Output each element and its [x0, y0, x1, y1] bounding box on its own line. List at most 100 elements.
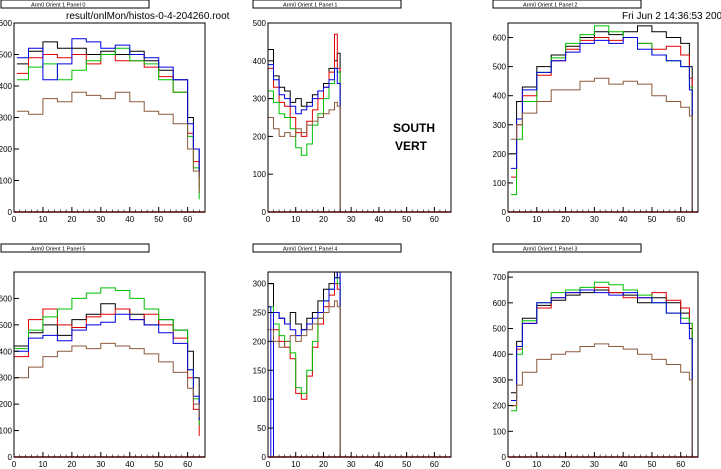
plot-frame: [507, 271, 699, 458]
y-tick-label: 250: [253, 308, 267, 317]
series-line-black: [16, 41, 200, 175]
x-tick-label: 30: [590, 460, 599, 469]
panel-title: Arm0 Orient 1 Panel 0: [31, 3, 85, 9]
y-tick-label: 100: [253, 170, 267, 179]
x-tick-label: 0: [12, 460, 17, 469]
x-tick-label: 20: [319, 215, 328, 224]
series-line-blue: [510, 289, 693, 457]
y-tick-label: 100: [493, 179, 507, 188]
x-tick-label: 50: [647, 460, 656, 469]
histogram-panel-5: Arm0 Orient 1 Panel 30 10 20 30 40 50 60010020…: [492, 243, 699, 469]
x-tick-label: 0: [506, 460, 511, 469]
histogram-panel-3: Arm0 Orient 1 Panel 50 10 20 30 40 50 60010020…: [0, 243, 206, 469]
x-tick-label: 20: [561, 215, 570, 224]
x-tick-label: 40: [125, 460, 134, 469]
x-tick-label: 30: [590, 215, 599, 224]
annotation-vert: VERT: [395, 139, 428, 153]
y-tick-label: 400: [493, 350, 507, 359]
series-line-black: [14, 303, 200, 405]
x-tick-label: 60: [183, 215, 192, 224]
datetime-label: Fri Jun 2 14:36:53 2006: [622, 11, 721, 22]
x-tick-label: 50: [647, 215, 656, 224]
y-tick-label: 500: [493, 325, 507, 334]
x-tick-label: 50: [402, 215, 411, 224]
file-path-label: result/onlMon/histos-0-4-204260.root: [66, 11, 230, 22]
x-tick-label: 10: [38, 460, 47, 469]
y-tick-label: 400: [0, 347, 13, 356]
panel-title-box: [252, 0, 402, 9]
panel-title: Arm0 Orient 1 Panel 2: [523, 3, 577, 9]
x-tick-label: 50: [402, 460, 411, 469]
panel-title-box: [252, 243, 402, 253]
y-tick-label: 600: [493, 299, 507, 308]
series-line-brown: [16, 91, 200, 194]
x-tick-label: 60: [676, 460, 685, 469]
series-line-brown: [510, 343, 693, 457]
y-tick-label: 300: [493, 121, 507, 130]
x-tick-label: 20: [319, 460, 328, 469]
series-line-red: [14, 308, 200, 436]
y-tick-label: 600: [0, 294, 13, 303]
y-tick-label: 300: [493, 376, 507, 385]
x-tick-label: 40: [125, 215, 134, 224]
panel-title-box: [492, 243, 642, 253]
y-tick-label: 500: [0, 51, 13, 60]
y-tick-label: 300: [0, 374, 13, 383]
series-line-red: [510, 37, 693, 212]
x-tick-label: 20: [561, 460, 570, 469]
y-tick-label: 0: [502, 453, 507, 462]
x-tick-label: 0: [266, 215, 271, 224]
y-tick-label: 600: [0, 19, 13, 28]
histogram-panel-0: Arm0 Orient 1 Panel 00 10 20 30 40 50 60010020…: [0, 0, 206, 224]
y-tick-label: 200: [253, 132, 267, 141]
y-tick-label: 300: [253, 95, 267, 104]
y-tick-label: 400: [493, 92, 507, 101]
histogram-panel-1: Arm0 Orient 1 Panel 1 0 10 20 30 40 50 60 0 100 20…: [252, 0, 452, 224]
y-tick-label: 100: [253, 395, 267, 404]
x-tick-label: 10: [532, 460, 541, 469]
y-tick-label: 200: [493, 402, 507, 411]
panel-title-box: [0, 0, 150, 9]
x-tick-label: 10: [291, 460, 300, 469]
x-tick-label: 40: [374, 215, 383, 224]
y-tick-label: 300: [0, 114, 13, 123]
plot-frame: [507, 22, 699, 213]
histogram-panel-4: Arm0 Orient 1 Panel 4 0 10 20 30 40 50 60 0 50 100…: [252, 243, 452, 469]
histogram-panel-2: Arm0 Orient 1 Panel 20 10 20 30 40 50 60010020…: [492, 0, 699, 224]
y-tick-label: 100: [0, 427, 13, 436]
y-tick-label: 600: [493, 34, 507, 43]
x-tick-label: 20: [67, 215, 76, 224]
series-line-green: [16, 47, 200, 200]
series-line-red: [510, 286, 693, 457]
x-tick-label: 50: [154, 460, 163, 469]
x-tick-label: 30: [96, 460, 105, 469]
plot-frame: [267, 271, 452, 458]
panel-title: Arm0 Orient 1 Panel 3: [523, 247, 577, 253]
series-line-brown: [510, 77, 693, 212]
series-line-blue: [510, 37, 693, 212]
series-line-blue: [16, 38, 200, 178]
y-tick-label: 100: [493, 427, 507, 436]
series-line-blue: [14, 313, 200, 420]
panel-title-box: [492, 0, 642, 9]
x-tick-label: 10: [38, 215, 47, 224]
y-tick-label: 200: [0, 145, 13, 154]
y-tick-label: 0: [262, 453, 267, 462]
series-line-brown: [268, 300, 341, 457]
series-line-brown: [268, 101, 341, 212]
panel-title-box: [0, 243, 150, 253]
y-tick-label: 200: [493, 150, 507, 159]
x-tick-label: 40: [619, 460, 628, 469]
series-line-green: [510, 281, 693, 457]
x-tick-label: 0: [12, 215, 17, 224]
y-tick-label: 200: [253, 337, 267, 346]
y-tick-label: 300: [253, 280, 267, 289]
y-tick-label: 500: [0, 321, 13, 330]
y-tick-label: 150: [253, 366, 267, 375]
x-tick-label: 50: [154, 215, 163, 224]
annotation-south: SOUTH: [393, 121, 435, 135]
series-line-black: [510, 289, 693, 457]
panel-title: Arm0 Orient 1 Panel 1: [283, 3, 337, 9]
panel-title: Arm0 Orient 1 Panel 4: [283, 247, 337, 253]
